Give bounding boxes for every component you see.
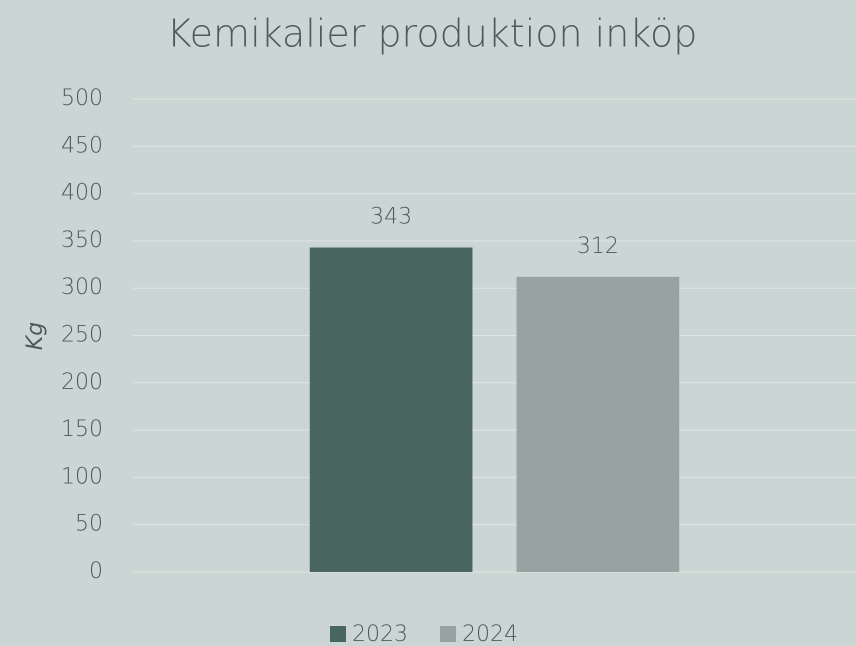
bar <box>309 247 473 572</box>
legend-swatch <box>440 626 456 642</box>
y-tick-label: 200 <box>61 370 103 395</box>
y-tick-label: 400 <box>61 181 103 206</box>
data-label: 343 <box>370 205 412 230</box>
y-tick-label: 350 <box>61 228 103 253</box>
legend-label: 2023 <box>352 622 408 646</box>
y-tick-label: 50 <box>75 512 103 537</box>
y-tick-label: 250 <box>61 323 103 348</box>
legend-label: 2024 <box>462 622 518 646</box>
y-axis-label: Kg <box>23 322 48 350</box>
y-tick-label: 300 <box>61 275 103 300</box>
data-label: 312 <box>577 234 619 259</box>
y-tick-label: 100 <box>61 464 103 489</box>
y-tick-label: 500 <box>61 86 103 111</box>
y-tick-label: 150 <box>61 417 103 442</box>
y-tick-label: 450 <box>61 133 103 158</box>
legend-swatch <box>330 626 346 642</box>
y-tick-label: 0 <box>89 559 103 584</box>
chart-title: Kemikalier produktion inköp <box>167 12 698 56</box>
bar <box>516 276 680 572</box>
